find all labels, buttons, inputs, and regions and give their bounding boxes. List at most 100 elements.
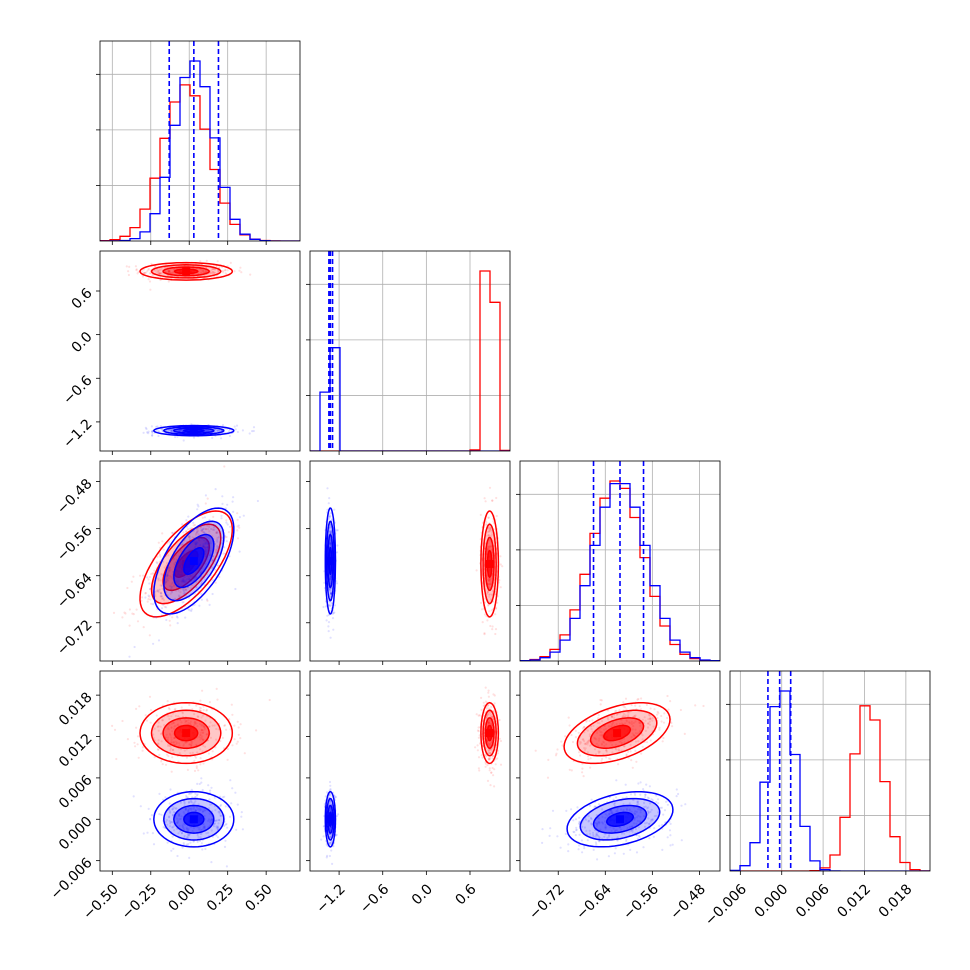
sample-point [182, 579, 185, 582]
sample-point [154, 265, 157, 268]
sample-point [609, 725, 613, 728]
sample-point [571, 740, 575, 744]
sample-point [488, 749, 491, 752]
sample-point [111, 724, 114, 727]
sample-point [645, 821, 648, 824]
sample-point [478, 769, 481, 772]
sample-point [187, 721, 190, 724]
sample-point [587, 758, 590, 761]
sample-point [489, 583, 492, 586]
sample-point [620, 719, 623, 722]
sample-point [216, 537, 219, 540]
sample-point [580, 839, 583, 842]
sample-point [198, 567, 201, 570]
x-tick-label: 0.50 [242, 881, 275, 914]
sample-point [189, 574, 192, 577]
sample-point [206, 550, 209, 553]
sample-point [209, 554, 212, 557]
sample-point [205, 259, 208, 262]
sample-point [185, 741, 188, 744]
sample-point [587, 755, 590, 758]
sample-point [139, 574, 142, 577]
sample-point [214, 488, 217, 491]
sample-point [205, 541, 208, 544]
sample-point [175, 807, 178, 810]
sample-point [224, 507, 227, 510]
sample-point [167, 707, 170, 710]
sample-point [255, 729, 258, 732]
sample-point [179, 830, 182, 833]
sample-point [658, 824, 661, 827]
sample-point [485, 716, 488, 719]
sample-point [217, 545, 220, 548]
sample-point [176, 820, 180, 823]
sample-point [683, 732, 686, 735]
sample-point [648, 837, 651, 840]
sample-point [181, 580, 184, 583]
sample-point [249, 273, 252, 276]
sample-point [583, 725, 586, 729]
sample-point [208, 701, 211, 704]
sample-point [322, 605, 325, 609]
sample-point [477, 756, 481, 759]
sample-point [238, 516, 241, 519]
sample-point [671, 725, 674, 728]
sample-point [182, 811, 185, 814]
sample-point [486, 549, 489, 552]
sample-point [329, 545, 332, 548]
sample-point [171, 808, 174, 811]
sample-point [201, 537, 204, 540]
sample-point [628, 802, 631, 805]
sample-point [616, 839, 619, 842]
sample-point [148, 280, 152, 283]
sample-point [610, 809, 613, 812]
sample-point [188, 577, 191, 580]
sample-point [188, 703, 191, 707]
sample-point [610, 715, 613, 719]
sample-point [658, 728, 661, 731]
sample-point [178, 742, 181, 745]
sample-point [144, 596, 147, 599]
sample-point [588, 739, 591, 742]
sample-point [137, 270, 140, 273]
sample-point [170, 849, 173, 852]
sample-point [333, 604, 336, 607]
sample-point [329, 576, 332, 579]
sample-point [167, 755, 170, 758]
sample-point [336, 544, 339, 547]
sample-point [201, 750, 204, 753]
sample-point [187, 800, 191, 803]
sample-point [202, 546, 205, 549]
sample-point [159, 732, 163, 736]
sample-point [189, 799, 193, 802]
sample-point [174, 597, 177, 600]
sample-point [491, 499, 494, 502]
sample-point [170, 726, 173, 729]
sample-point [203, 725, 206, 728]
sample-point [168, 270, 171, 273]
sample-point [491, 766, 494, 770]
sample-point [135, 268, 138, 271]
sample-point [205, 733, 209, 736]
sample-point [144, 271, 148, 274]
sample-point [669, 844, 672, 847]
sample-point [177, 589, 180, 592]
sample-point [157, 270, 160, 273]
sample-point [159, 595, 162, 598]
y-tick-label: −0.48 [54, 476, 96, 518]
contour-red [480, 701, 500, 765]
sample-point [625, 720, 628, 723]
sample-point [205, 832, 208, 835]
sample-point [494, 613, 497, 616]
x-tick-label: 0.25 [204, 881, 237, 914]
sample-point [183, 802, 186, 805]
sample-point [609, 741, 612, 744]
sample-point [226, 758, 229, 761]
sample-point [490, 771, 493, 774]
sample-point [209, 819, 212, 822]
sample-point [187, 829, 190, 832]
sample-point [579, 742, 582, 745]
sample-point [202, 705, 205, 708]
sample-point [187, 836, 190, 839]
sample-point [564, 832, 567, 835]
